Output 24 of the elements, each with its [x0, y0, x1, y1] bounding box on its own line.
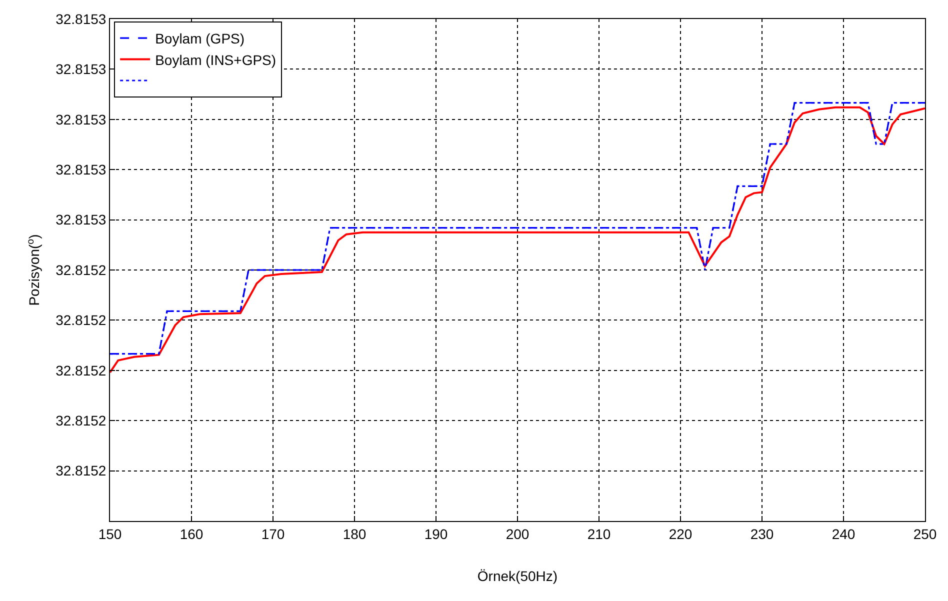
x-tick-label: 160	[180, 526, 204, 542]
x-tick-label: 200	[506, 526, 530, 542]
y-tick-label: 32.8153	[56, 111, 106, 128]
y-tick-label: 32.8153	[56, 212, 106, 228]
legend-label: Boylam (INS+GPS)	[155, 52, 276, 68]
y-tick-label: 32.8153	[56, 61, 106, 78]
x-tick-label: 190	[424, 526, 448, 542]
x-axis-title: Örnek(50Hz)	[477, 568, 558, 584]
x-tick-label: 210	[587, 526, 611, 542]
y-tick-label: 32.8153	[56, 162, 106, 178]
y-tick-label: 32.8152	[56, 412, 106, 428]
x-tick-label: 150	[98, 526, 122, 542]
y-tick-label: 32.8152	[56, 312, 106, 328]
legend-label: Boylam (GPS)	[155, 30, 245, 47]
x-tick-label: 240	[832, 526, 856, 542]
x-tick-label: 180	[342, 526, 366, 542]
x-tick-label: 230	[750, 526, 774, 542]
y-tick-label: 32.8153	[56, 10, 106, 27]
y-tick-label: 32.8152	[56, 362, 106, 378]
x-tick-label: 220	[668, 526, 692, 542]
y-tick-label: 32.8152	[56, 462, 106, 479]
x-tick-label: 170	[261, 526, 285, 542]
x-tick-label: 250	[913, 526, 937, 542]
y-tick-label: 32.8152	[56, 262, 106, 278]
